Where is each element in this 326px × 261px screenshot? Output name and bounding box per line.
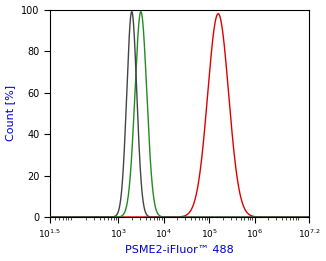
Y-axis label: Count [%]: Count [%] bbox=[6, 85, 16, 141]
X-axis label: PSME2-iFluor™ 488: PSME2-iFluor™ 488 bbox=[125, 245, 234, 256]
